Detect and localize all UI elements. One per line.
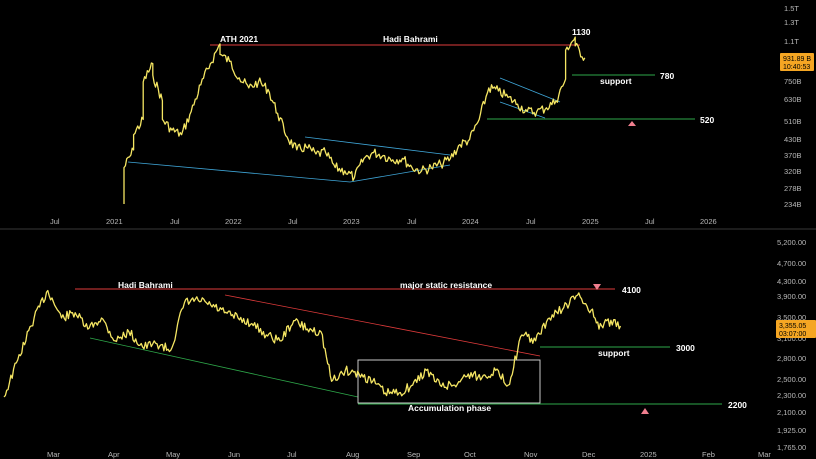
level-4100-label: 4100 [622, 285, 641, 295]
top-x-tick: 2021 [106, 217, 123, 226]
top-x-tick: Jul [407, 217, 417, 226]
accumulation-label: Accumulation phase [408, 403, 491, 413]
bottom-y-tick: 4,300.00 [777, 277, 806, 286]
top-x-tick: Jul [526, 217, 536, 226]
bottom-y-tick: 5,200.00 [777, 238, 806, 247]
bottom-x-tick: Apr [108, 450, 120, 459]
descending-red-line [224, 294, 541, 357]
bottom-chart: 5,200.00 4,700.00 4,300.00 3,900.00 3,50… [3, 238, 816, 459]
bottom-y-tick: 3,900.00 [777, 292, 806, 301]
top-price-line [123, 36, 586, 204]
bottom-y-tick: 2,800.00 [777, 354, 806, 363]
trend-line-lower [127, 161, 351, 183]
level-780-label: 780 [660, 71, 674, 81]
author-label-top: Hadi Bahrami [383, 34, 438, 44]
bottom-x-tick: Sep [407, 450, 420, 459]
level-520-label: 520 [700, 115, 714, 125]
support-label-bottom: support [598, 348, 630, 358]
top-y-tick: 320B [784, 167, 802, 176]
bottom-x-tick: May [166, 450, 180, 459]
panel-divider [0, 228, 816, 230]
top-chart: 1.5T 1.3T 1.1T 750B 630B 510B 430B 370B … [50, 4, 814, 226]
top-y-tick: 278B [784, 184, 802, 193]
bottom-x-tick: Mar [47, 450, 60, 459]
support-label-top: support [600, 76, 632, 86]
top-current-price-tag [780, 53, 814, 71]
author-label-bottom: Hadi Bahrami [118, 280, 173, 290]
flag-upper-line [499, 77, 561, 103]
top-x-tick: 2026 [700, 217, 717, 226]
top-marker-icon [628, 121, 636, 126]
resistance-label: major static resistance [400, 280, 492, 290]
top-y-tick: 630B [784, 95, 802, 104]
bottom-price-line [3, 289, 622, 398]
top-y-tick: 430B [784, 135, 802, 144]
bottom-y-tick: 2,500.00 [777, 375, 806, 384]
bottom-y-tick: 1,765.00 [777, 443, 806, 452]
bottom-x-tick: Mar [758, 450, 771, 459]
top-y-tick: 1.1T [784, 37, 799, 46]
top-current-time: 10:40:53 [783, 64, 810, 71]
top-y-tick: 234B [784, 200, 802, 209]
accumulation-box [357, 359, 541, 404]
top-x-tick: 2025 [582, 217, 599, 226]
peak-label: 1130 [572, 27, 591, 37]
top-current-price: 931.89 B [783, 56, 811, 63]
bottom-y-tick: 1,925.00 [777, 426, 806, 435]
top-y-tick: 1.5T [784, 4, 799, 13]
level-2200-label: 2200 [728, 400, 747, 410]
bottom-y-tick: 2,100.00 [777, 408, 806, 417]
bottom-marker-icon [641, 408, 649, 414]
top-x-tick: Jul [645, 217, 655, 226]
level-3000-label: 3000 [676, 343, 695, 353]
top-y-tick: 750B [784, 77, 802, 86]
top-x-tick: 2023 [343, 217, 360, 226]
bottom-x-tick: Oct [464, 450, 477, 459]
trend-line-rise [349, 164, 451, 183]
top-x-tick: 2022 [225, 217, 242, 226]
top-x-tick: 2024 [462, 217, 479, 226]
bottom-x-tick: Nov [524, 450, 538, 459]
top-y-tick: 510B [784, 117, 802, 126]
trend-line-upper [304, 136, 451, 156]
bottom-x-tick: Jun [228, 450, 240, 459]
descending-green-line [89, 337, 359, 398]
bottom-current-time: 03:07:00 [779, 331, 806, 338]
bottom-y-tick: 3,500.00 [777, 313, 806, 322]
top-x-tick: Jul [170, 217, 180, 226]
bottom-y-tick: 3,100.00 [777, 334, 806, 343]
bottom-y-tick: 4,700.00 [777, 259, 806, 268]
bottom-x-tick: 2025 [640, 450, 657, 459]
top-y-tick: 1.3T [784, 18, 799, 27]
bottom-current-price-tag [776, 320, 816, 338]
top-x-tick: Jul [288, 217, 298, 226]
ath-label: ATH 2021 [220, 34, 258, 44]
bottom-y-tick: 2,300.00 [777, 391, 806, 400]
bottom-current-price: 3,355.05 [779, 323, 806, 330]
bottom-x-tick: Feb [702, 450, 715, 459]
top-x-tick: Jul [50, 217, 60, 226]
bottom-top-marker-icon [593, 284, 601, 290]
bottom-x-tick: Jul [287, 450, 297, 459]
bottom-x-tick: Aug [346, 450, 359, 459]
top-y-tick: 370B [784, 151, 802, 160]
bottom-x-tick: Dec [582, 450, 596, 459]
